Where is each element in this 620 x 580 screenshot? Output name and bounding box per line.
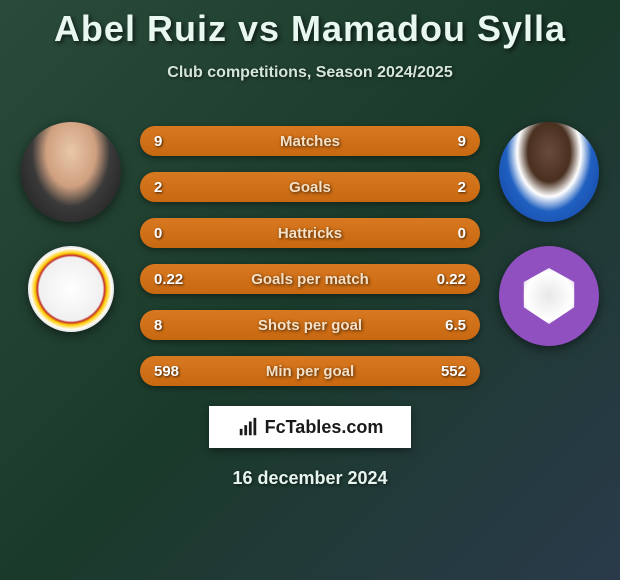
stat-right-value: 0 — [458, 225, 466, 242]
club-left-crest — [28, 246, 114, 332]
stat-left-value: 0.22 — [154, 271, 183, 288]
club-right-crest — [499, 246, 599, 346]
stat-right-value: 552 — [441, 363, 466, 380]
stat-left-value: 598 — [154, 363, 179, 380]
page-title: Abel Ruiz vs Mamadou Sylla — [54, 8, 566, 50]
footer-date: 16 december 2024 — [232, 468, 387, 489]
stat-label: Goals — [289, 179, 331, 196]
comparison-card: Abel Ruiz vs Mamadou Sylla Club competit… — [0, 0, 620, 580]
stat-right-value: 2 — [458, 179, 466, 196]
stat-right-value: 6.5 — [445, 317, 466, 334]
brand-text: FcTables.com — [265, 417, 384, 438]
right-column — [494, 122, 604, 346]
stat-bar: 9 Matches 9 — [140, 126, 480, 156]
stat-label: Min per goal — [266, 363, 354, 380]
stat-label: Matches — [280, 133, 340, 150]
stat-label: Goals per match — [251, 271, 369, 288]
stat-bar: 0.22 Goals per match 0.22 — [140, 264, 480, 294]
stat-right-value: 9 — [458, 133, 466, 150]
stat-bar: 2 Goals 2 — [140, 172, 480, 202]
brand-badge: FcTables.com — [209, 406, 412, 448]
brand-logo-icon — [237, 416, 259, 438]
stats-column: 9 Matches 9 2 Goals 2 0 Hattricks 0 0.22 Goals per… — [140, 126, 480, 386]
stat-bar: 0 Hattricks 0 — [140, 218, 480, 248]
left-column — [16, 122, 126, 332]
stat-label: Hattricks — [278, 225, 342, 242]
stat-bar: 598 Min per goal 552 — [140, 356, 480, 386]
player-right-avatar — [499, 122, 599, 222]
page-subtitle: Club competitions, Season 2024/2025 — [167, 64, 452, 82]
stat-left-value: 9 — [154, 133, 162, 150]
player-left-avatar — [21, 122, 121, 222]
stat-left-value: 0 — [154, 225, 162, 242]
stat-right-value: 0.22 — [437, 271, 466, 288]
stat-left-value: 8 — [154, 317, 162, 334]
content-row: 9 Matches 9 2 Goals 2 0 Hattricks 0 0.22 Goals per… — [0, 122, 620, 386]
stat-label: Shots per goal — [258, 317, 362, 334]
stat-bar: 8 Shots per goal 6.5 — [140, 310, 480, 340]
stat-left-value: 2 — [154, 179, 162, 196]
